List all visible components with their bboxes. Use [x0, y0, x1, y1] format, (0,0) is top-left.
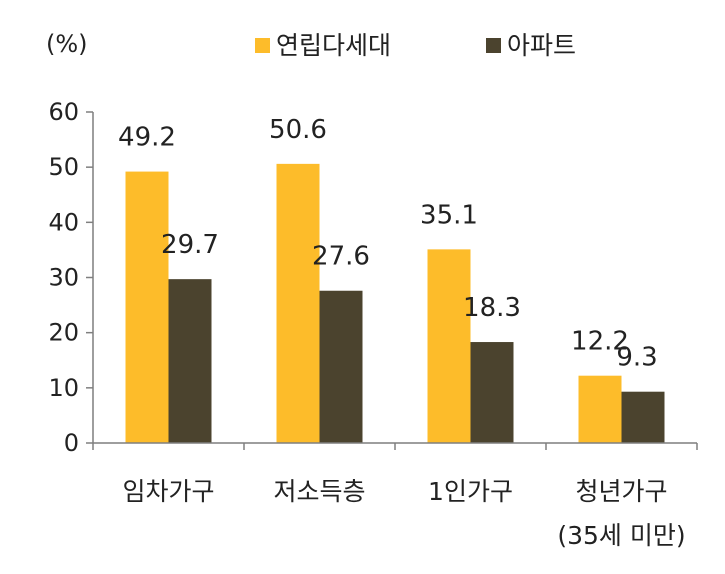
- x-axis: 임차가구 저소득층 1인가구 청년가구 (35세 미만): [92, 442, 698, 550]
- bar-series-1: [578, 375, 622, 443]
- bar-series-1: [276, 163, 320, 443]
- y-tick-label: 30: [48, 264, 79, 292]
- data-label: 27.6: [312, 242, 370, 272]
- bar-series-1: [125, 171, 169, 443]
- x-category-label: 청년가구: [575, 477, 667, 506]
- bar-series-1: [427, 249, 471, 443]
- x-category-sublabel: (35세 미만): [557, 521, 685, 550]
- data-label: 9.3: [616, 343, 657, 373]
- bar-series-2: [470, 342, 514, 443]
- y-tick-label: 10: [48, 374, 79, 402]
- x-category-label: 1인가구: [428, 477, 513, 506]
- legend-label-series-2: 아파트: [507, 31, 576, 60]
- bars: [125, 163, 665, 443]
- x-category-label: 저소득층: [273, 477, 365, 506]
- data-labels: 49.2 29.7 50.6 27.6 35.1 18.3 12.29.3: [118, 115, 658, 373]
- data-label: 50.6: [269, 115, 327, 145]
- y-tick-label: 0: [64, 429, 79, 457]
- data-label: 12.2: [571, 327, 629, 357]
- x-category-label: 임차가구: [122, 477, 214, 506]
- bar-series-2: [621, 391, 665, 443]
- y-axis: 0 10 20 30 40 50 60: [48, 98, 94, 457]
- legend-swatch-series-2: [486, 38, 501, 53]
- data-label: 18.3: [463, 293, 521, 323]
- bar-series-2: [168, 279, 212, 443]
- y-tick-label: 40: [48, 208, 79, 236]
- legend-label-series-1: 연립다세대: [276, 31, 391, 60]
- legend: 연립다세대 아파트: [255, 31, 576, 60]
- y-tick-label: 50: [48, 153, 79, 181]
- data-label: 35.1: [420, 200, 478, 230]
- legend-swatch-series-1: [255, 38, 270, 53]
- unit-label: (%): [46, 30, 88, 58]
- bar-series-2: [319, 290, 363, 443]
- data-label: 29.7: [161, 230, 219, 260]
- data-label: 49.2: [118, 123, 176, 153]
- y-tick-label: 60: [48, 98, 79, 126]
- y-tick-label: 20: [48, 319, 79, 347]
